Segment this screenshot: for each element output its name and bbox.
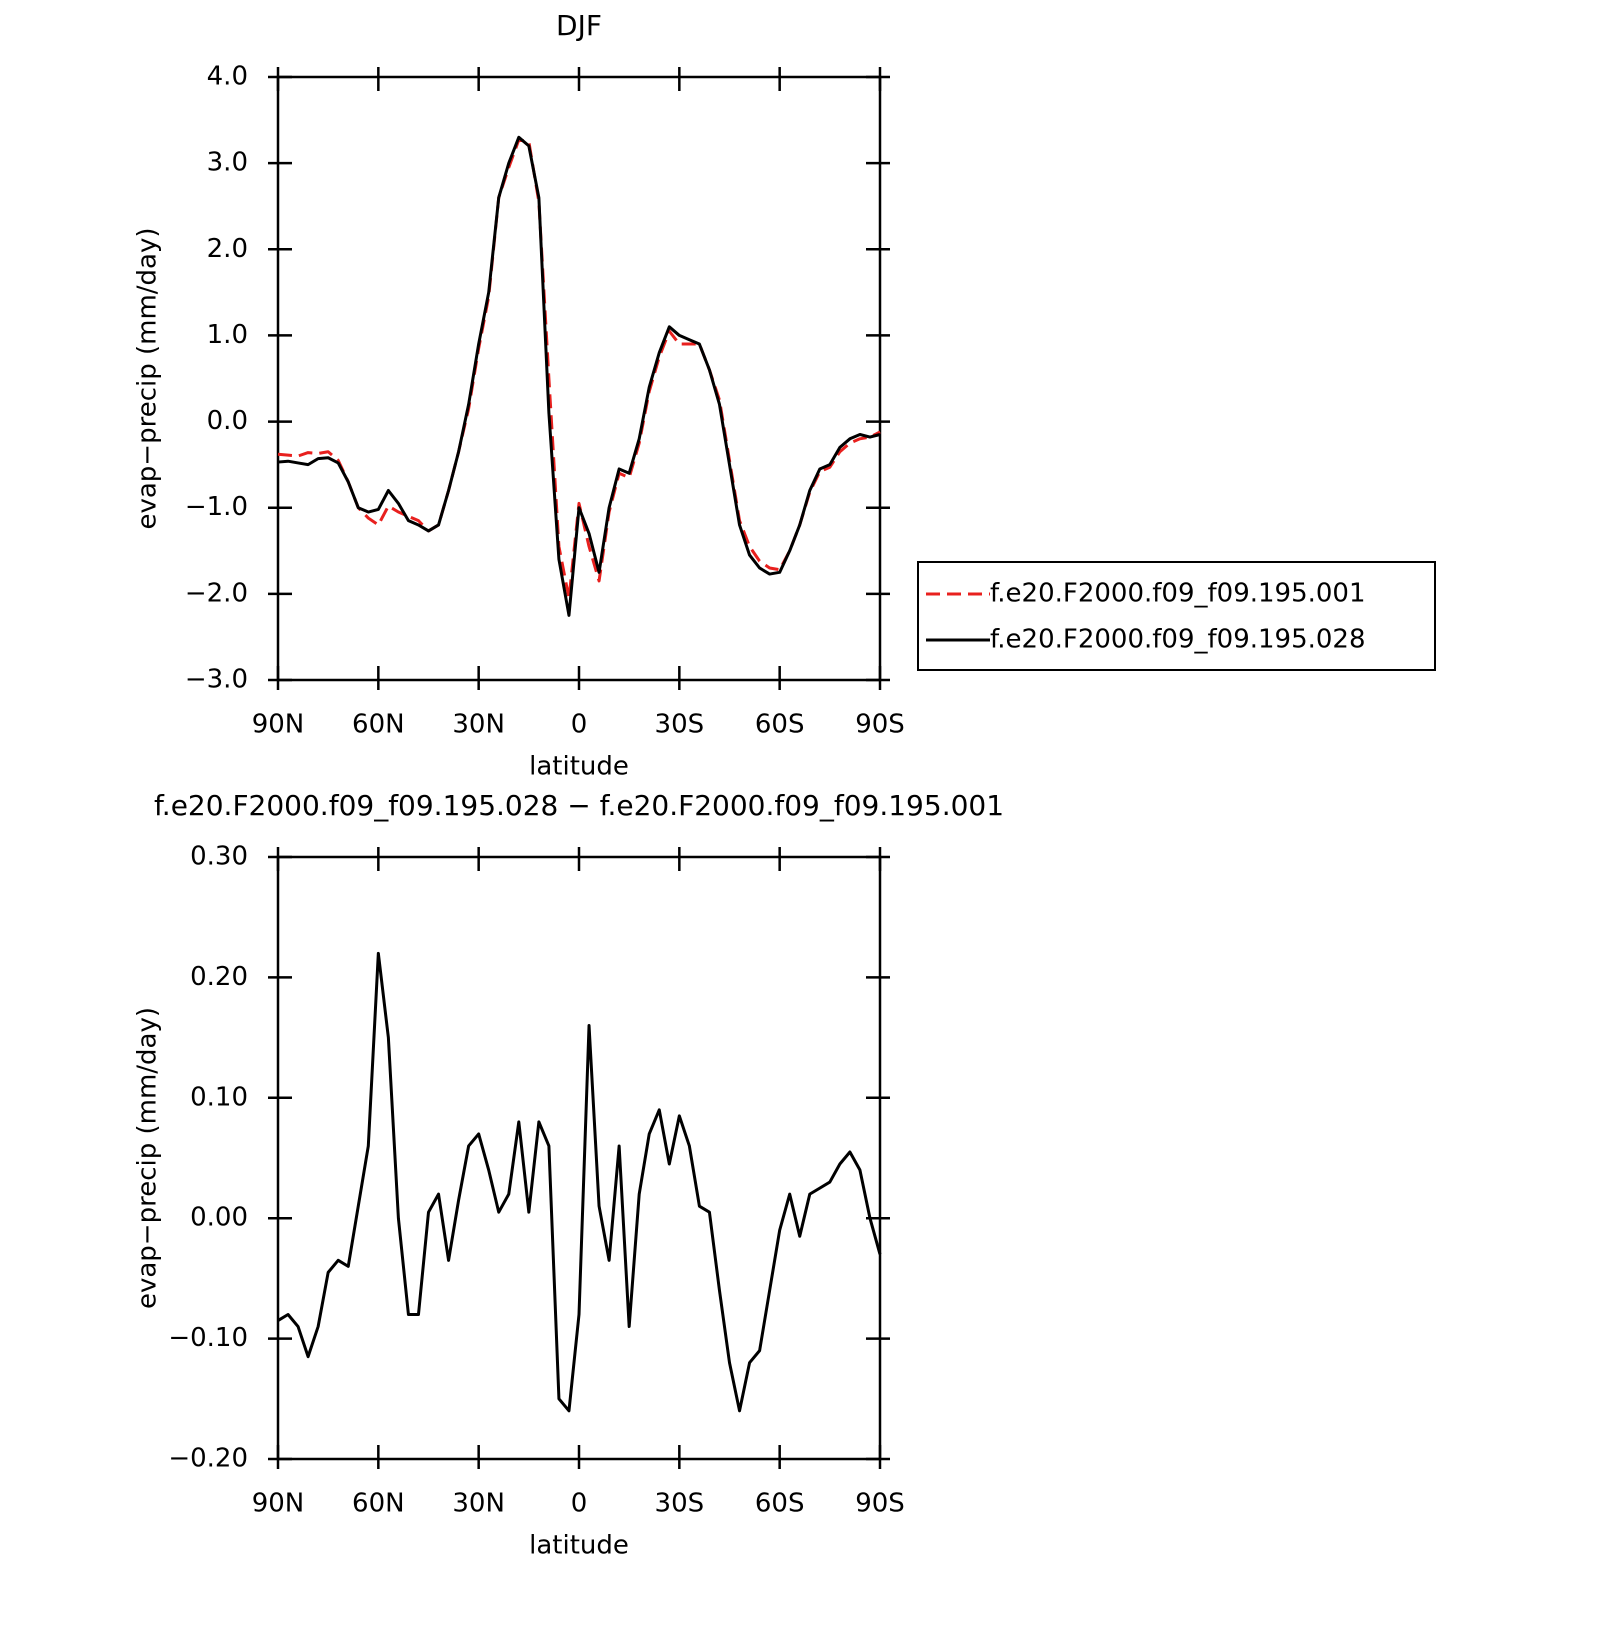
data-line bbox=[277, 138, 881, 600]
plot-frame bbox=[276, 855, 882, 1461]
y-tick-label: 1.0 bbox=[207, 320, 248, 350]
x-tick-label: 30N bbox=[452, 710, 505, 740]
y-tick-label: −0.20 bbox=[168, 1444, 248, 1474]
y-tick-label: 3.0 bbox=[207, 148, 248, 178]
x-tick-label: 30N bbox=[452, 1489, 505, 1519]
data-line bbox=[277, 135, 881, 617]
x-tick-label: 0 bbox=[571, 710, 588, 740]
x-tick-label: 30S bbox=[655, 1489, 705, 1519]
legend-box bbox=[917, 561, 1436, 671]
data-line bbox=[277, 951, 882, 1413]
y-tick-label: −0.10 bbox=[168, 1323, 248, 1353]
legend-label: f.e20.F2000.f09_f09.195.028 bbox=[990, 625, 1366, 655]
y-axis-label: evap−precip (mm/day) bbox=[133, 1007, 163, 1309]
x-tick-label: 0 bbox=[571, 1489, 588, 1519]
plot-frame bbox=[276, 75, 882, 682]
x-tick-label: 90N bbox=[252, 710, 305, 740]
y-tick-label: −2.0 bbox=[185, 578, 248, 608]
y-tick-label: 0.20 bbox=[190, 962, 248, 992]
x-tick-label: 90N bbox=[252, 1489, 305, 1519]
x-tick-label: 90S bbox=[855, 710, 905, 740]
x-tick-label: 60N bbox=[352, 710, 405, 740]
chart-title: f.e20.F2000.f09_f09.195.028 − f.e20.F200… bbox=[154, 789, 1004, 822]
y-tick-label: 4.0 bbox=[207, 62, 248, 92]
y-tick-label: −3.0 bbox=[185, 665, 248, 695]
y-axis-label: evap−precip (mm/day) bbox=[133, 227, 163, 529]
legend-label: f.e20.F2000.f09_f09.195.001 bbox=[990, 579, 1366, 609]
x-tick-label: 60S bbox=[755, 710, 805, 740]
x-tick-label: 90S bbox=[855, 1489, 905, 1519]
x-axis-label: latitude bbox=[529, 752, 629, 782]
y-tick-label: 2.0 bbox=[207, 234, 248, 264]
y-tick-label: 0.10 bbox=[190, 1082, 248, 1112]
x-tick-label: 60S bbox=[755, 1489, 805, 1519]
x-tick-label: 30S bbox=[655, 710, 705, 740]
y-tick-label: 0.00 bbox=[190, 1203, 248, 1233]
y-tick-label: 0.30 bbox=[190, 842, 248, 872]
y-tick-label: −1.0 bbox=[185, 492, 248, 522]
x-tick-label: 60N bbox=[352, 1489, 405, 1519]
y-tick-label: 0.0 bbox=[207, 406, 248, 436]
x-axis-label: latitude bbox=[529, 1531, 629, 1561]
chart-title: DJF bbox=[556, 9, 602, 42]
